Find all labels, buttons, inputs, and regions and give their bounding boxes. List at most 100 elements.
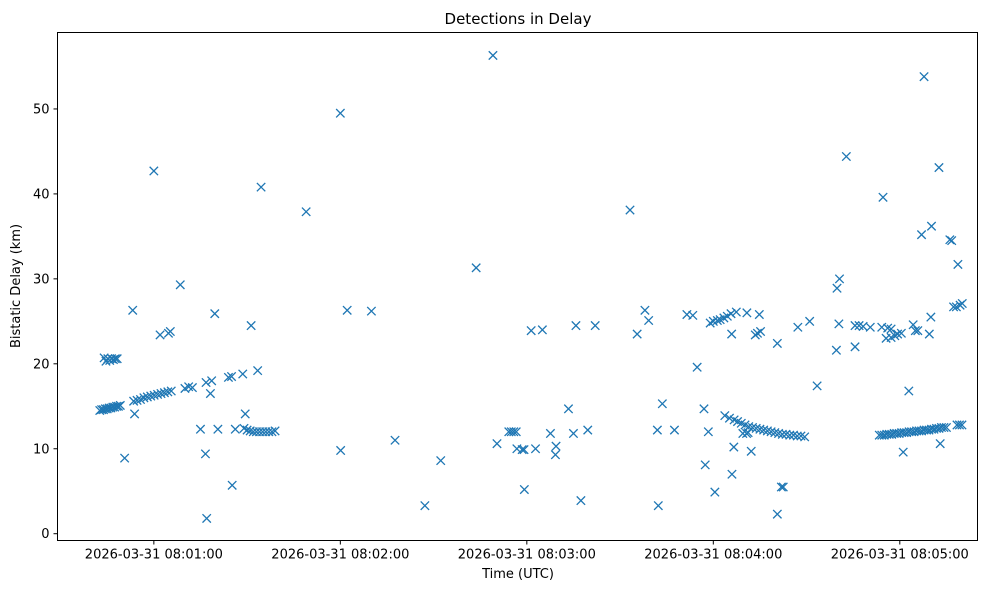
data-point: [165, 326, 175, 337]
data-point: [793, 322, 803, 332]
y-tick-label: 20: [33, 357, 50, 372]
data-point: [834, 274, 845, 284]
data-point: [155, 330, 165, 340]
data-point: [139, 393, 149, 403]
plot-frame: [57, 32, 978, 541]
data-point: [796, 431, 806, 441]
data-point: [550, 450, 561, 460]
data-point: [939, 422, 949, 433]
data-point: [653, 501, 663, 511]
data-point: [240, 409, 250, 419]
data-point: [865, 322, 875, 332]
data-point: [834, 319, 844, 329]
data-point: [366, 306, 377, 316]
data-point: [692, 362, 702, 372]
data-point: [957, 298, 967, 309]
data-point: [705, 318, 715, 328]
data-point: [898, 447, 908, 457]
x-tick-label: 2026-03-31 08:04:00: [644, 548, 782, 563]
data-point: [102, 404, 112, 414]
data-point: [187, 382, 198, 393]
data-point: [342, 305, 352, 315]
data-point: [210, 309, 220, 319]
x-tick-label: 2026-03-31 08:01:00: [85, 548, 223, 563]
data-point: [700, 460, 710, 470]
data-point: [772, 338, 782, 349]
data-point: [184, 382, 194, 392]
data-point: [335, 108, 345, 118]
data-point: [175, 280, 185, 290]
data-point: [776, 482, 787, 492]
data-point: [115, 400, 125, 411]
data-point: [142, 392, 152, 402]
data-point: [238, 369, 248, 379]
data-point: [743, 427, 753, 438]
data-point: [471, 263, 481, 273]
data-point: [95, 405, 105, 416]
data-point: [163, 387, 173, 397]
data-point: [270, 426, 280, 436]
data-point: [657, 399, 667, 409]
data-point: [850, 342, 860, 352]
data-point: [106, 403, 116, 413]
data-point: [590, 320, 600, 331]
data-point: [551, 441, 561, 451]
data-point: [916, 230, 927, 240]
data-point: [781, 429, 791, 439]
data-point: [195, 424, 206, 434]
data-point: [568, 428, 579, 439]
data-point: [128, 396, 139, 406]
data-point: [537, 325, 548, 335]
data-point: [886, 324, 896, 334]
data-point: [896, 328, 907, 338]
data-point: [935, 438, 945, 449]
data-point: [703, 427, 713, 437]
data-point: [132, 395, 142, 405]
data-point: [812, 381, 822, 391]
y-axis-label: Bistatic Delay (km): [9, 224, 24, 348]
x-axis-label: Time (UTC): [481, 567, 554, 582]
data-point: [731, 307, 741, 317]
data-point: [108, 354, 119, 365]
data-point: [762, 426, 773, 436]
data-point: [688, 310, 698, 321]
data-point: [149, 166, 159, 176]
data-point: [256, 182, 266, 192]
data-point: [878, 192, 888, 202]
data-point: [110, 402, 120, 412]
data-point: [726, 309, 736, 319]
data-point: [792, 431, 802, 441]
data-point: [913, 326, 923, 336]
data-point: [953, 259, 963, 270]
data-point: [632, 329, 642, 339]
data-point: [200, 449, 211, 459]
data-point: [669, 425, 680, 435]
data-point: [571, 320, 581, 331]
data-point: [890, 331, 900, 341]
data-point: [908, 320, 918, 330]
data-point: [729, 442, 739, 452]
data-point: [110, 354, 120, 364]
data-point: [746, 446, 756, 456]
y-tick-label: 40: [33, 187, 50, 202]
data-point: [754, 309, 764, 320]
data-point: [772, 509, 782, 519]
data-point: [511, 427, 521, 437]
data-point: [924, 329, 934, 339]
data-point: [149, 390, 159, 400]
data-point: [267, 427, 277, 437]
data-point: [644, 315, 654, 326]
data-point: [242, 425, 252, 435]
data-point: [119, 453, 130, 463]
data-point: [201, 377, 211, 388]
data-point: [778, 482, 788, 492]
data-point: [152, 389, 163, 400]
data-point: [766, 427, 776, 437]
data-point: [699, 404, 709, 414]
data-point: [213, 424, 223, 434]
data-point: [519, 444, 529, 455]
data-point: [246, 320, 256, 331]
data-point: [576, 495, 586, 506]
data-point: [526, 326, 536, 336]
